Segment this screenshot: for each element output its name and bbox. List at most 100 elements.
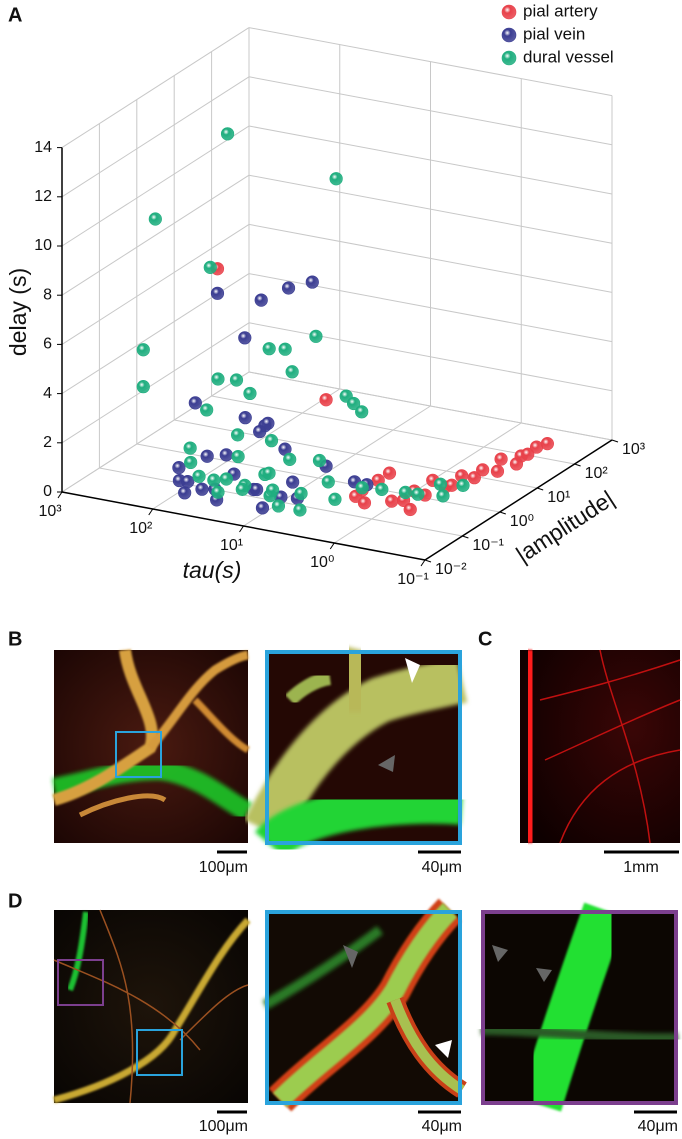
tick-mark (424, 559, 432, 563)
data-point (200, 403, 214, 417)
data-point (229, 373, 244, 387)
data-point (346, 396, 361, 411)
data-point (278, 342, 292, 356)
data-point (231, 428, 245, 442)
data-point (403, 502, 417, 517)
data-point (309, 329, 323, 343)
grid-line (61, 76, 250, 198)
scale-bar-label: 1mm (623, 859, 659, 876)
scale-bar-label: 100μm (199, 859, 248, 876)
data-point (271, 499, 286, 513)
scale-bar-label: 40μm (422, 1118, 462, 1135)
tick-mark (148, 508, 154, 516)
data-point (355, 481, 369, 495)
x-tick-label: 10² (129, 520, 153, 537)
scale-bar-label: 40μm (422, 859, 462, 876)
data-point (266, 483, 280, 497)
data-point (238, 331, 252, 345)
micrograph (480, 902, 679, 1112)
data-point (220, 127, 235, 141)
x-axis-title: tau(s) (183, 557, 242, 583)
data-point (172, 461, 186, 475)
z-tick-label: 4 (43, 385, 52, 402)
data-point (262, 466, 276, 480)
grid-line (61, 125, 250, 247)
y-tick-label: 10⁻² (435, 561, 467, 578)
micrograph (262, 898, 467, 1112)
x-tick-label: 10¹ (220, 537, 243, 554)
data-point (283, 452, 297, 466)
data-point (476, 463, 490, 477)
data-point (293, 503, 307, 517)
data-point (238, 411, 252, 425)
data-point (319, 393, 333, 407)
data-point (148, 212, 162, 226)
tick-mark (499, 511, 506, 515)
data-point (294, 486, 308, 501)
data-point (328, 492, 342, 506)
data-point (456, 478, 470, 492)
data-point (195, 482, 209, 496)
x-tick-label: 10³ (38, 503, 62, 520)
data-point (231, 449, 245, 464)
data-point (203, 260, 217, 274)
data-point (321, 475, 335, 489)
micrograph (520, 649, 681, 844)
y-tick-label: 10³ (622, 441, 646, 458)
y-axis (424, 439, 613, 561)
data-point (329, 172, 343, 186)
arrowhead (378, 755, 395, 772)
y-tick-label: 10⁰ (510, 513, 534, 530)
data-point (188, 396, 202, 410)
data-point (235, 482, 249, 496)
grid-line (61, 174, 250, 296)
micrograph (53, 909, 251, 1104)
data-point (281, 281, 296, 295)
data-point (382, 466, 397, 480)
panel-label: C (478, 628, 492, 650)
tick-mark (239, 525, 244, 533)
arrowhead (492, 945, 508, 962)
z-tick-label: 0 (43, 483, 52, 500)
tick-mark (537, 487, 544, 491)
data-point (375, 482, 389, 496)
y-tick-label: 10⁻¹ (472, 537, 504, 554)
z-axis-title: delay (s) (5, 268, 31, 356)
data-point (136, 380, 150, 394)
micrograph (244, 646, 468, 860)
data-point (436, 489, 450, 503)
tick-mark (574, 463, 581, 467)
grid-line (61, 371, 250, 493)
data-point (178, 486, 192, 500)
data-point (253, 424, 267, 439)
data-point (219, 448, 233, 462)
tick-mark (611, 439, 619, 443)
data-point (255, 501, 270, 515)
arrowhead (343, 945, 358, 968)
data-point (490, 464, 505, 478)
legend-label: dural vessel (523, 47, 614, 66)
data-point (355, 405, 369, 419)
data-point (262, 342, 276, 356)
z-tick-label: 8 (43, 286, 52, 303)
data-point (312, 453, 327, 468)
data-point (254, 293, 268, 307)
data-point (286, 475, 300, 489)
panel-label: D (8, 890, 22, 912)
data-point (264, 434, 279, 448)
data-point (210, 286, 225, 300)
tick-mark (462, 535, 469, 539)
data-point (183, 441, 197, 455)
data-point (398, 485, 413, 500)
tick-mark (329, 542, 335, 550)
scale-bar-label: 100μm (199, 1118, 248, 1135)
grid-line (61, 322, 250, 444)
y-tick-label: 10² (585, 465, 609, 482)
scale-bar: 100μm 40μm 1mm 100μm 40μm 40μm (199, 850, 679, 1135)
data-point (207, 473, 221, 487)
legend-marker (501, 4, 517, 20)
x-tick-label: 10⁰ (310, 554, 334, 571)
grid-line (61, 223, 250, 345)
tick-mark (57, 491, 63, 499)
data-point (211, 372, 225, 386)
